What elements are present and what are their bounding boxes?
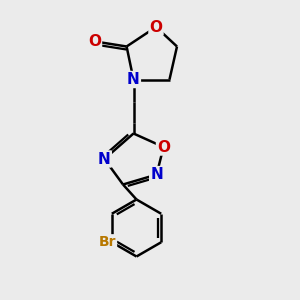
Text: N: N: [150, 167, 163, 182]
Text: N: N: [127, 72, 140, 87]
Text: O: O: [88, 34, 101, 49]
Text: Br: Br: [99, 235, 116, 249]
Text: O: O: [149, 20, 163, 34]
Text: O: O: [157, 140, 170, 154]
Text: N: N: [98, 152, 111, 166]
